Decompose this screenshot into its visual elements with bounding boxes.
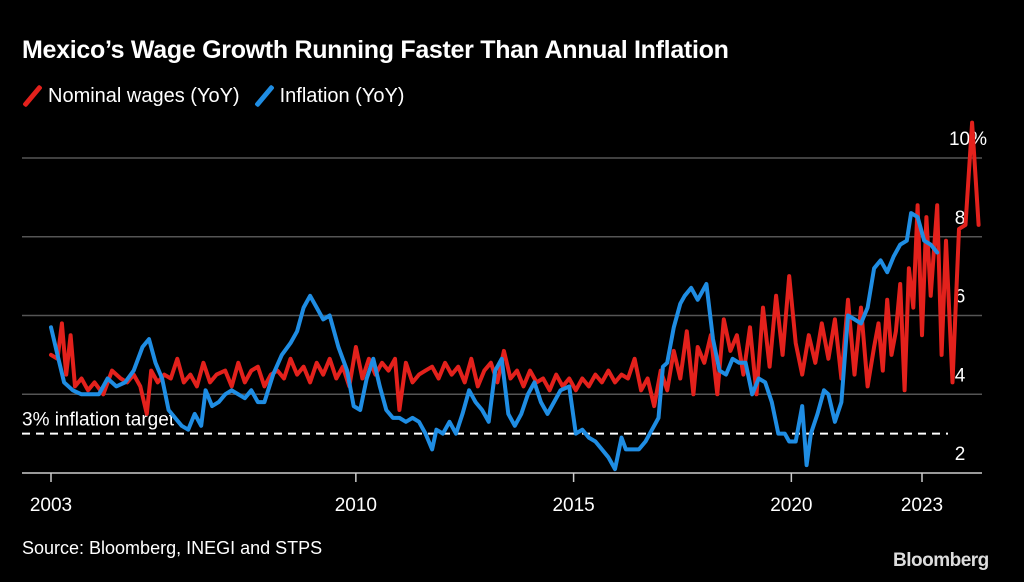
y-tick-label-8: 8 (955, 208, 966, 229)
chart-title: Mexico’s Wage Growth Running Faster Than… (22, 36, 729, 64)
source-note: Source: Bloomberg, INEGI and STPS (22, 538, 323, 558)
x-tick-label-2023: 2023 (901, 495, 943, 516)
bloomberg-logo: Bloomberg (893, 550, 989, 571)
wages-series-line (49, 120, 981, 416)
x-tick-label-2020: 2020 (770, 495, 812, 516)
legend-item-wages: Nominal wages (YoY) (22, 84, 240, 108)
x-tick-label-2003: 2003 (30, 495, 72, 516)
x-tick-label-2015: 2015 (552, 495, 594, 516)
y-tick-label-2: 2 (955, 444, 966, 465)
y-tick-label-10: 10% (949, 129, 987, 150)
inflation-series-line (49, 211, 940, 472)
inflation-target-label: 3% inflation target (22, 410, 175, 431)
legend-label-wages: Nominal wages (YoY) (48, 84, 240, 107)
legend-item-inflation: Inflation (YoY) (254, 84, 405, 108)
legend-label-inflation: Inflation (YoY) (279, 84, 405, 107)
y-tick-label-6: 6 (955, 287, 966, 308)
y-tick-label-4: 4 (955, 365, 966, 386)
x-tick-label-2010: 2010 (335, 495, 377, 516)
legend: Nominal wages (YoY) Inflation (YoY) (22, 84, 418, 108)
